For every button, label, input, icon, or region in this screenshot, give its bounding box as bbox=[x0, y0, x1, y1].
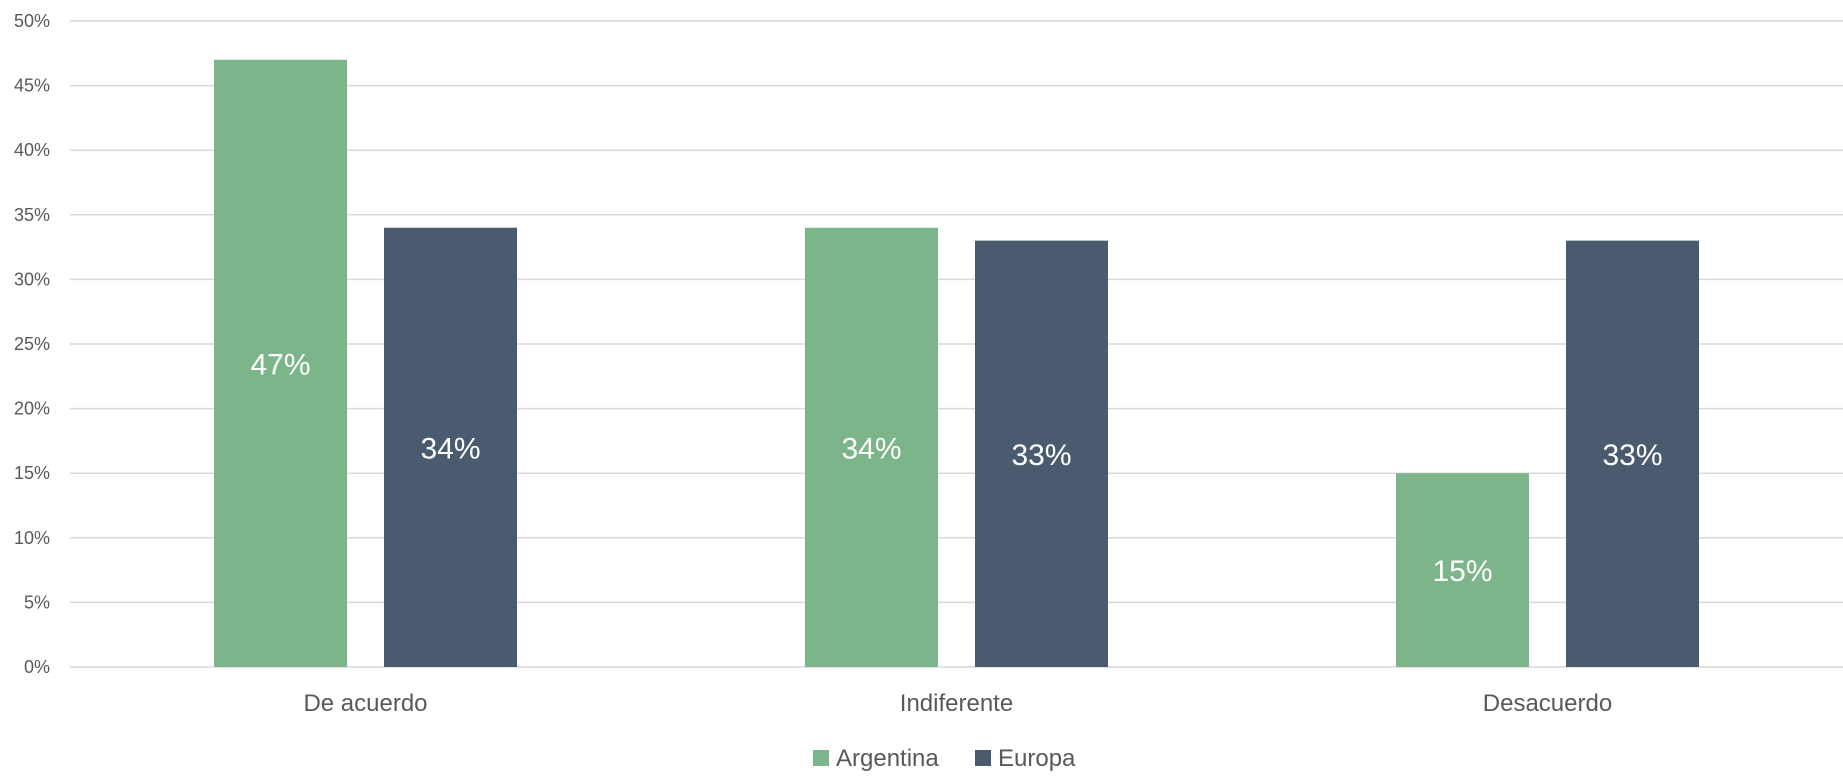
y-tick-label: 30% bbox=[14, 269, 50, 289]
y-tick-label: 5% bbox=[24, 592, 50, 612]
x-tick-label: Indiferente bbox=[900, 690, 1013, 717]
data-label: 33% bbox=[1602, 439, 1662, 472]
bars bbox=[214, 59, 1699, 667]
bar-argentina-0 bbox=[214, 59, 347, 667]
bar-argentina-1 bbox=[805, 227, 938, 667]
y-tick-label: 40% bbox=[14, 140, 50, 160]
y-tick-label: 15% bbox=[14, 463, 50, 483]
bar-argentina-2 bbox=[1396, 473, 1529, 667]
y-tick-label: 45% bbox=[14, 76, 50, 96]
data-labels: 47% 34% 34% 33% 15% 33% bbox=[250, 348, 1662, 588]
x-tick-label: Desacuerdo bbox=[1483, 690, 1612, 717]
y-tick-label: 0% bbox=[24, 657, 50, 677]
y-tick-label: 25% bbox=[14, 334, 50, 354]
gridlines bbox=[70, 20, 1843, 668]
legend-swatch-argentina bbox=[813, 750, 829, 766]
y-tick-label: 10% bbox=[14, 528, 50, 548]
y-tick-label: 35% bbox=[14, 205, 50, 225]
data-label: 47% bbox=[250, 348, 310, 381]
data-label: 34% bbox=[420, 432, 480, 465]
data-label: 15% bbox=[1432, 555, 1492, 588]
y-axis-ticks: 0% 5% 10% 15% 20% 25% 30% 35% 40% 45% 50% bbox=[14, 11, 50, 677]
legend-label-argentina: Argentina bbox=[836, 745, 939, 771]
x-axis-ticks: De acuerdo Indiferente Desacuerdo bbox=[303, 690, 1612, 717]
bar-europa-0 bbox=[384, 227, 517, 667]
legend-swatch-europa bbox=[975, 750, 991, 766]
y-tick-label: 20% bbox=[14, 399, 50, 419]
bar-europa-1 bbox=[975, 240, 1108, 667]
legend-label-europa: Europa bbox=[998, 745, 1076, 771]
bar-europa-2 bbox=[1566, 240, 1699, 667]
y-tick-label: 50% bbox=[14, 11, 50, 31]
data-label: 34% bbox=[841, 432, 901, 465]
legend: Argentina Europa bbox=[813, 745, 1076, 772]
data-label: 33% bbox=[1011, 439, 1071, 472]
x-tick-label: De acuerdo bbox=[303, 690, 427, 717]
